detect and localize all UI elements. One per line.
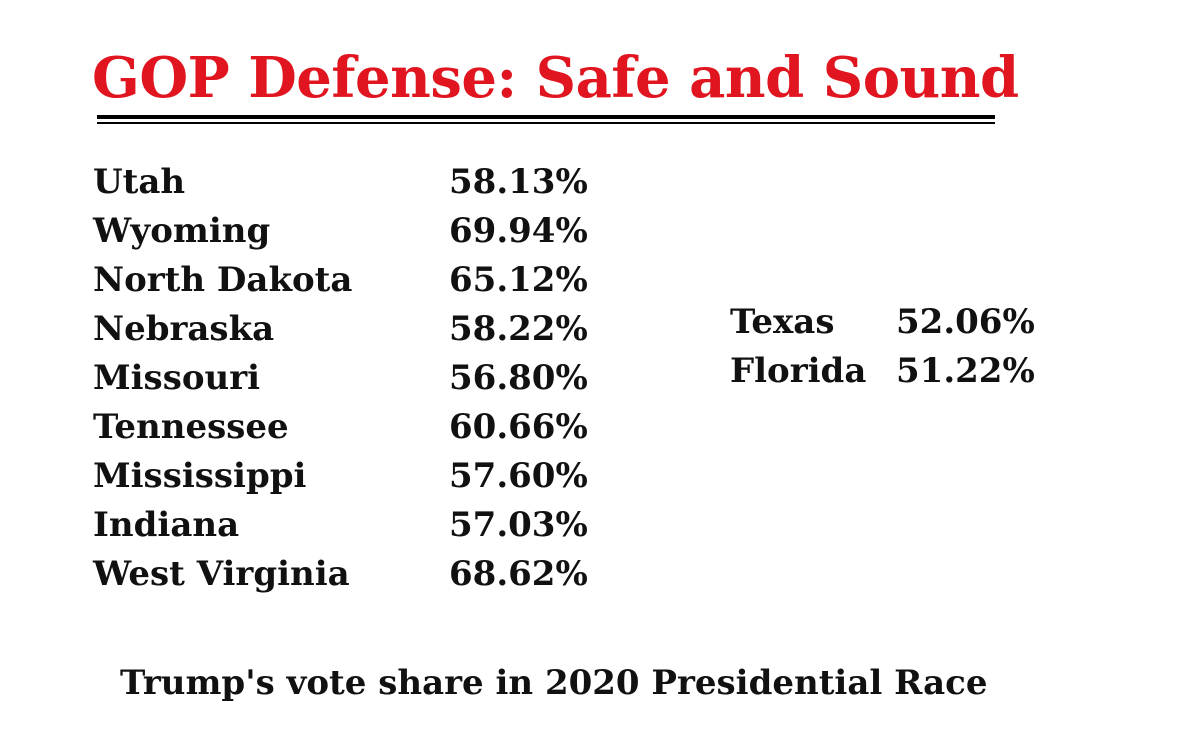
vote-share-value: 57.60% [449,456,588,496]
vote-share-value: 58.22% [449,309,588,349]
state-label: Indiana [93,505,240,545]
state-label: Wyoming [93,211,271,251]
state-label: North Dakota [93,260,353,300]
vote-share-value: 52.06% [896,302,1035,342]
state-label: Tennessee [93,407,289,447]
vote-share-value: 58.13% [449,162,588,202]
state-label: Utah [93,162,186,202]
vote-share-value: 69.94% [449,211,588,251]
state-label: Missouri [93,358,261,398]
state-label: Mississippi [93,456,307,496]
state-label: West Virginia [93,554,350,594]
state-label: Nebraska [93,309,275,349]
title-underline-thin [97,122,995,124]
state-label: Florida [730,351,867,391]
vote-share-value: 57.03% [449,505,588,545]
vote-share-value: 65.12% [449,260,588,300]
vote-share-value: 51.22% [896,351,1035,391]
chart-caption: Trump's vote share in 2020 Presidential … [120,663,988,703]
state-label: Texas [730,302,835,342]
vote-share-value: 56.80% [449,358,588,398]
chart-title: GOP Defense: Safe and Sound [92,45,1019,111]
title-underline [97,115,995,119]
vote-share-value: 60.66% [449,407,588,447]
vote-share-value: 68.62% [449,554,588,594]
